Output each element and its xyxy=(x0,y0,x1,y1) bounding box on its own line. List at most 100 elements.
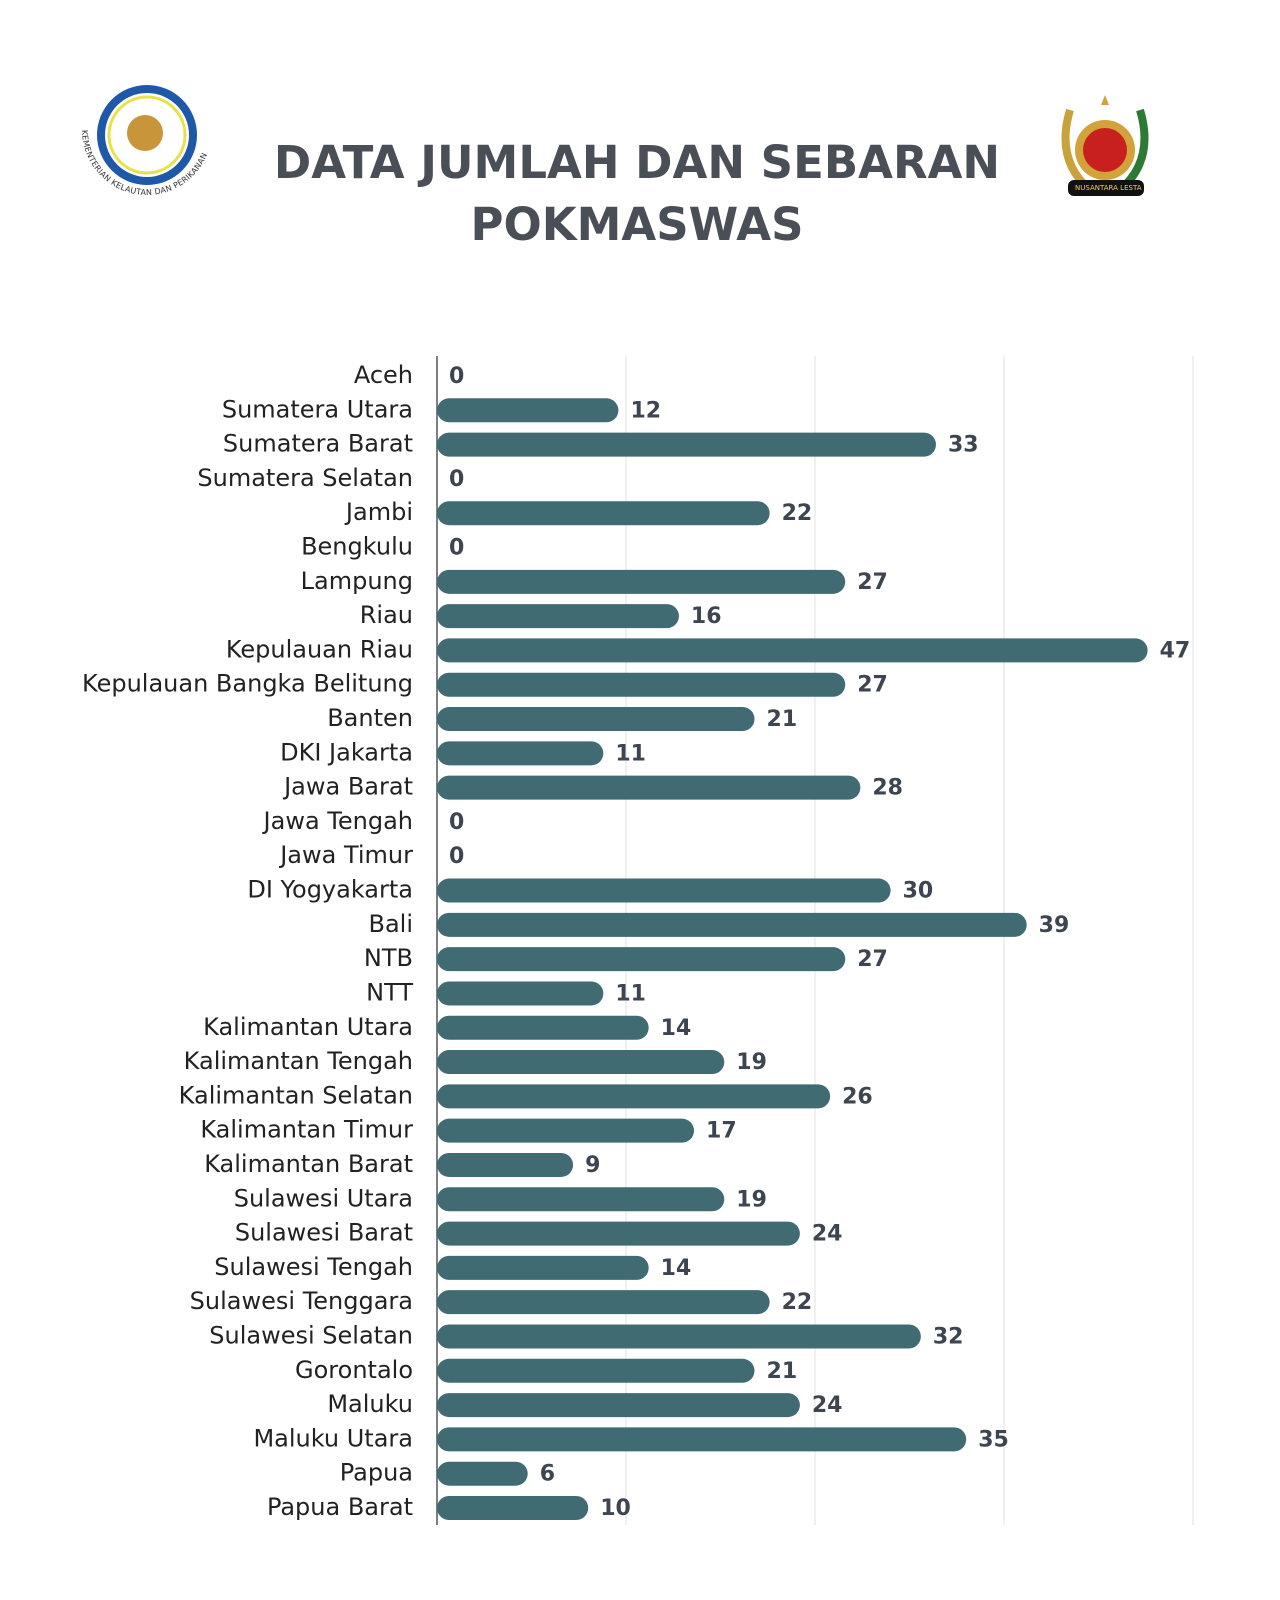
y-tick-label: Gorontalo xyxy=(295,1356,413,1384)
y-tick-label: Aceh xyxy=(354,361,413,389)
value-label: 19 xyxy=(736,1187,767,1212)
y-tick-label: Sumatera Barat xyxy=(223,430,413,458)
y-tick-label: Kalimantan Utara xyxy=(203,1013,413,1041)
y-tick-label: Maluku Utara xyxy=(253,1424,413,1452)
value-label: 21 xyxy=(767,1359,798,1384)
y-tick-label: Sulawesi Tenggara xyxy=(190,1287,413,1315)
value-label: 14 xyxy=(661,1016,692,1041)
y-tick-label: Sulawesi Barat xyxy=(235,1219,413,1247)
bar xyxy=(437,1324,921,1349)
value-label: 32 xyxy=(933,1324,964,1349)
bar xyxy=(437,878,891,903)
y-tick-label: Sulawesi Selatan xyxy=(209,1321,413,1349)
y-tick-label: Kalimantan Tengah xyxy=(184,1047,413,1075)
y-tick-label: Sumatera Selatan xyxy=(197,464,413,492)
bar xyxy=(437,501,770,526)
value-label: 28 xyxy=(872,776,903,801)
y-tick-label: Jawa Timur xyxy=(278,841,413,869)
bar xyxy=(437,398,619,423)
bar xyxy=(437,912,1027,937)
value-label: 0 xyxy=(449,364,464,389)
y-tick-label: DI Yogyakarta xyxy=(247,876,413,904)
value-label: 47 xyxy=(1160,638,1191,663)
bar xyxy=(437,1496,589,1520)
y-tick-label: Kepulauan Riau xyxy=(226,635,413,663)
bar xyxy=(437,1050,725,1075)
bar xyxy=(437,775,861,800)
y-tick-label: Kalimantan Timur xyxy=(200,1116,413,1144)
y-tick-label: Sulawesi Utara xyxy=(234,1184,413,1212)
y-tick-label: Jawa Tengah xyxy=(262,807,413,835)
y-tick-label: Banten xyxy=(327,704,413,732)
y-tick-label: Lampung xyxy=(301,567,413,595)
value-label: 0 xyxy=(449,467,464,492)
value-label: 11 xyxy=(615,741,646,766)
value-label: 14 xyxy=(661,1256,692,1281)
bar xyxy=(437,1290,770,1315)
bar xyxy=(437,604,679,629)
value-label: 6 xyxy=(540,1462,555,1487)
value-label: 27 xyxy=(857,673,888,698)
bar xyxy=(437,741,604,766)
bar xyxy=(437,638,1148,663)
chart-title: DATA JUMLAH DAN SEBARAN POKMASWAS xyxy=(273,136,1001,251)
bar xyxy=(437,981,604,1006)
value-label: 27 xyxy=(857,570,888,595)
bar xyxy=(437,1255,649,1280)
y-tick-label: Maluku xyxy=(327,1390,413,1418)
left-logo: KEMENTERIAN KELAUTAN DAN PERIKANAN xyxy=(80,85,209,197)
y-tick-label: Jambi xyxy=(344,498,413,526)
y-tick-label: DKI Jakarta xyxy=(280,738,413,766)
value-label: 17 xyxy=(706,1119,737,1144)
bar xyxy=(437,432,936,457)
bar xyxy=(437,1221,800,1246)
y-tick-label: Kepulauan Bangka Belitung xyxy=(82,670,413,698)
y-tick-label: Papua Barat xyxy=(267,1493,413,1521)
y-tick-label: Kalimantan Barat xyxy=(204,1150,413,1178)
value-label: 24 xyxy=(812,1222,843,1247)
bar xyxy=(437,1187,725,1212)
value-label: 19 xyxy=(736,1050,767,1075)
value-label: 24 xyxy=(812,1393,843,1418)
value-label: 10 xyxy=(600,1496,631,1521)
value-label: 39 xyxy=(1039,913,1070,938)
value-label: 21 xyxy=(767,707,798,732)
value-label: 0 xyxy=(449,810,464,835)
value-label: 11 xyxy=(615,981,646,1006)
y-tick-label: Jawa Barat xyxy=(282,773,413,801)
bar xyxy=(437,1427,967,1452)
bar xyxy=(437,947,846,972)
bar xyxy=(437,707,755,732)
y-tick-label: Papua xyxy=(340,1459,413,1487)
bar xyxy=(437,569,846,594)
y-tick-label: Kalimantan Selatan xyxy=(179,1081,413,1109)
bar xyxy=(437,1461,528,1486)
value-label: 16 xyxy=(691,604,722,629)
y-tick-label: NTT xyxy=(366,978,413,1006)
value-label: 12 xyxy=(630,398,661,423)
y-tick-label: NTB xyxy=(364,944,413,972)
bar xyxy=(437,1084,831,1109)
value-label: 0 xyxy=(449,536,464,561)
bar xyxy=(437,1015,649,1040)
y-tick-label: Riau xyxy=(360,601,413,629)
value-label: 27 xyxy=(857,947,888,972)
value-label: 26 xyxy=(842,1084,873,1109)
y-tick-label: Bali xyxy=(368,910,413,938)
value-label: 0 xyxy=(449,844,464,869)
y-tick-label: Bengkulu xyxy=(301,533,413,561)
bar xyxy=(437,672,846,697)
bar xyxy=(437,1152,574,1177)
y-tick-label: Sumatera Utara xyxy=(222,395,413,423)
bar xyxy=(437,1118,695,1143)
y-tick-label: Sulawesi Tengah xyxy=(214,1253,413,1281)
value-label: 35 xyxy=(978,1427,1009,1452)
bar xyxy=(437,1393,800,1418)
bar xyxy=(437,1358,755,1383)
value-label: 22 xyxy=(782,501,813,526)
value-label: 33 xyxy=(948,433,979,458)
value-label: 9 xyxy=(585,1153,600,1178)
value-label: 30 xyxy=(903,879,934,904)
